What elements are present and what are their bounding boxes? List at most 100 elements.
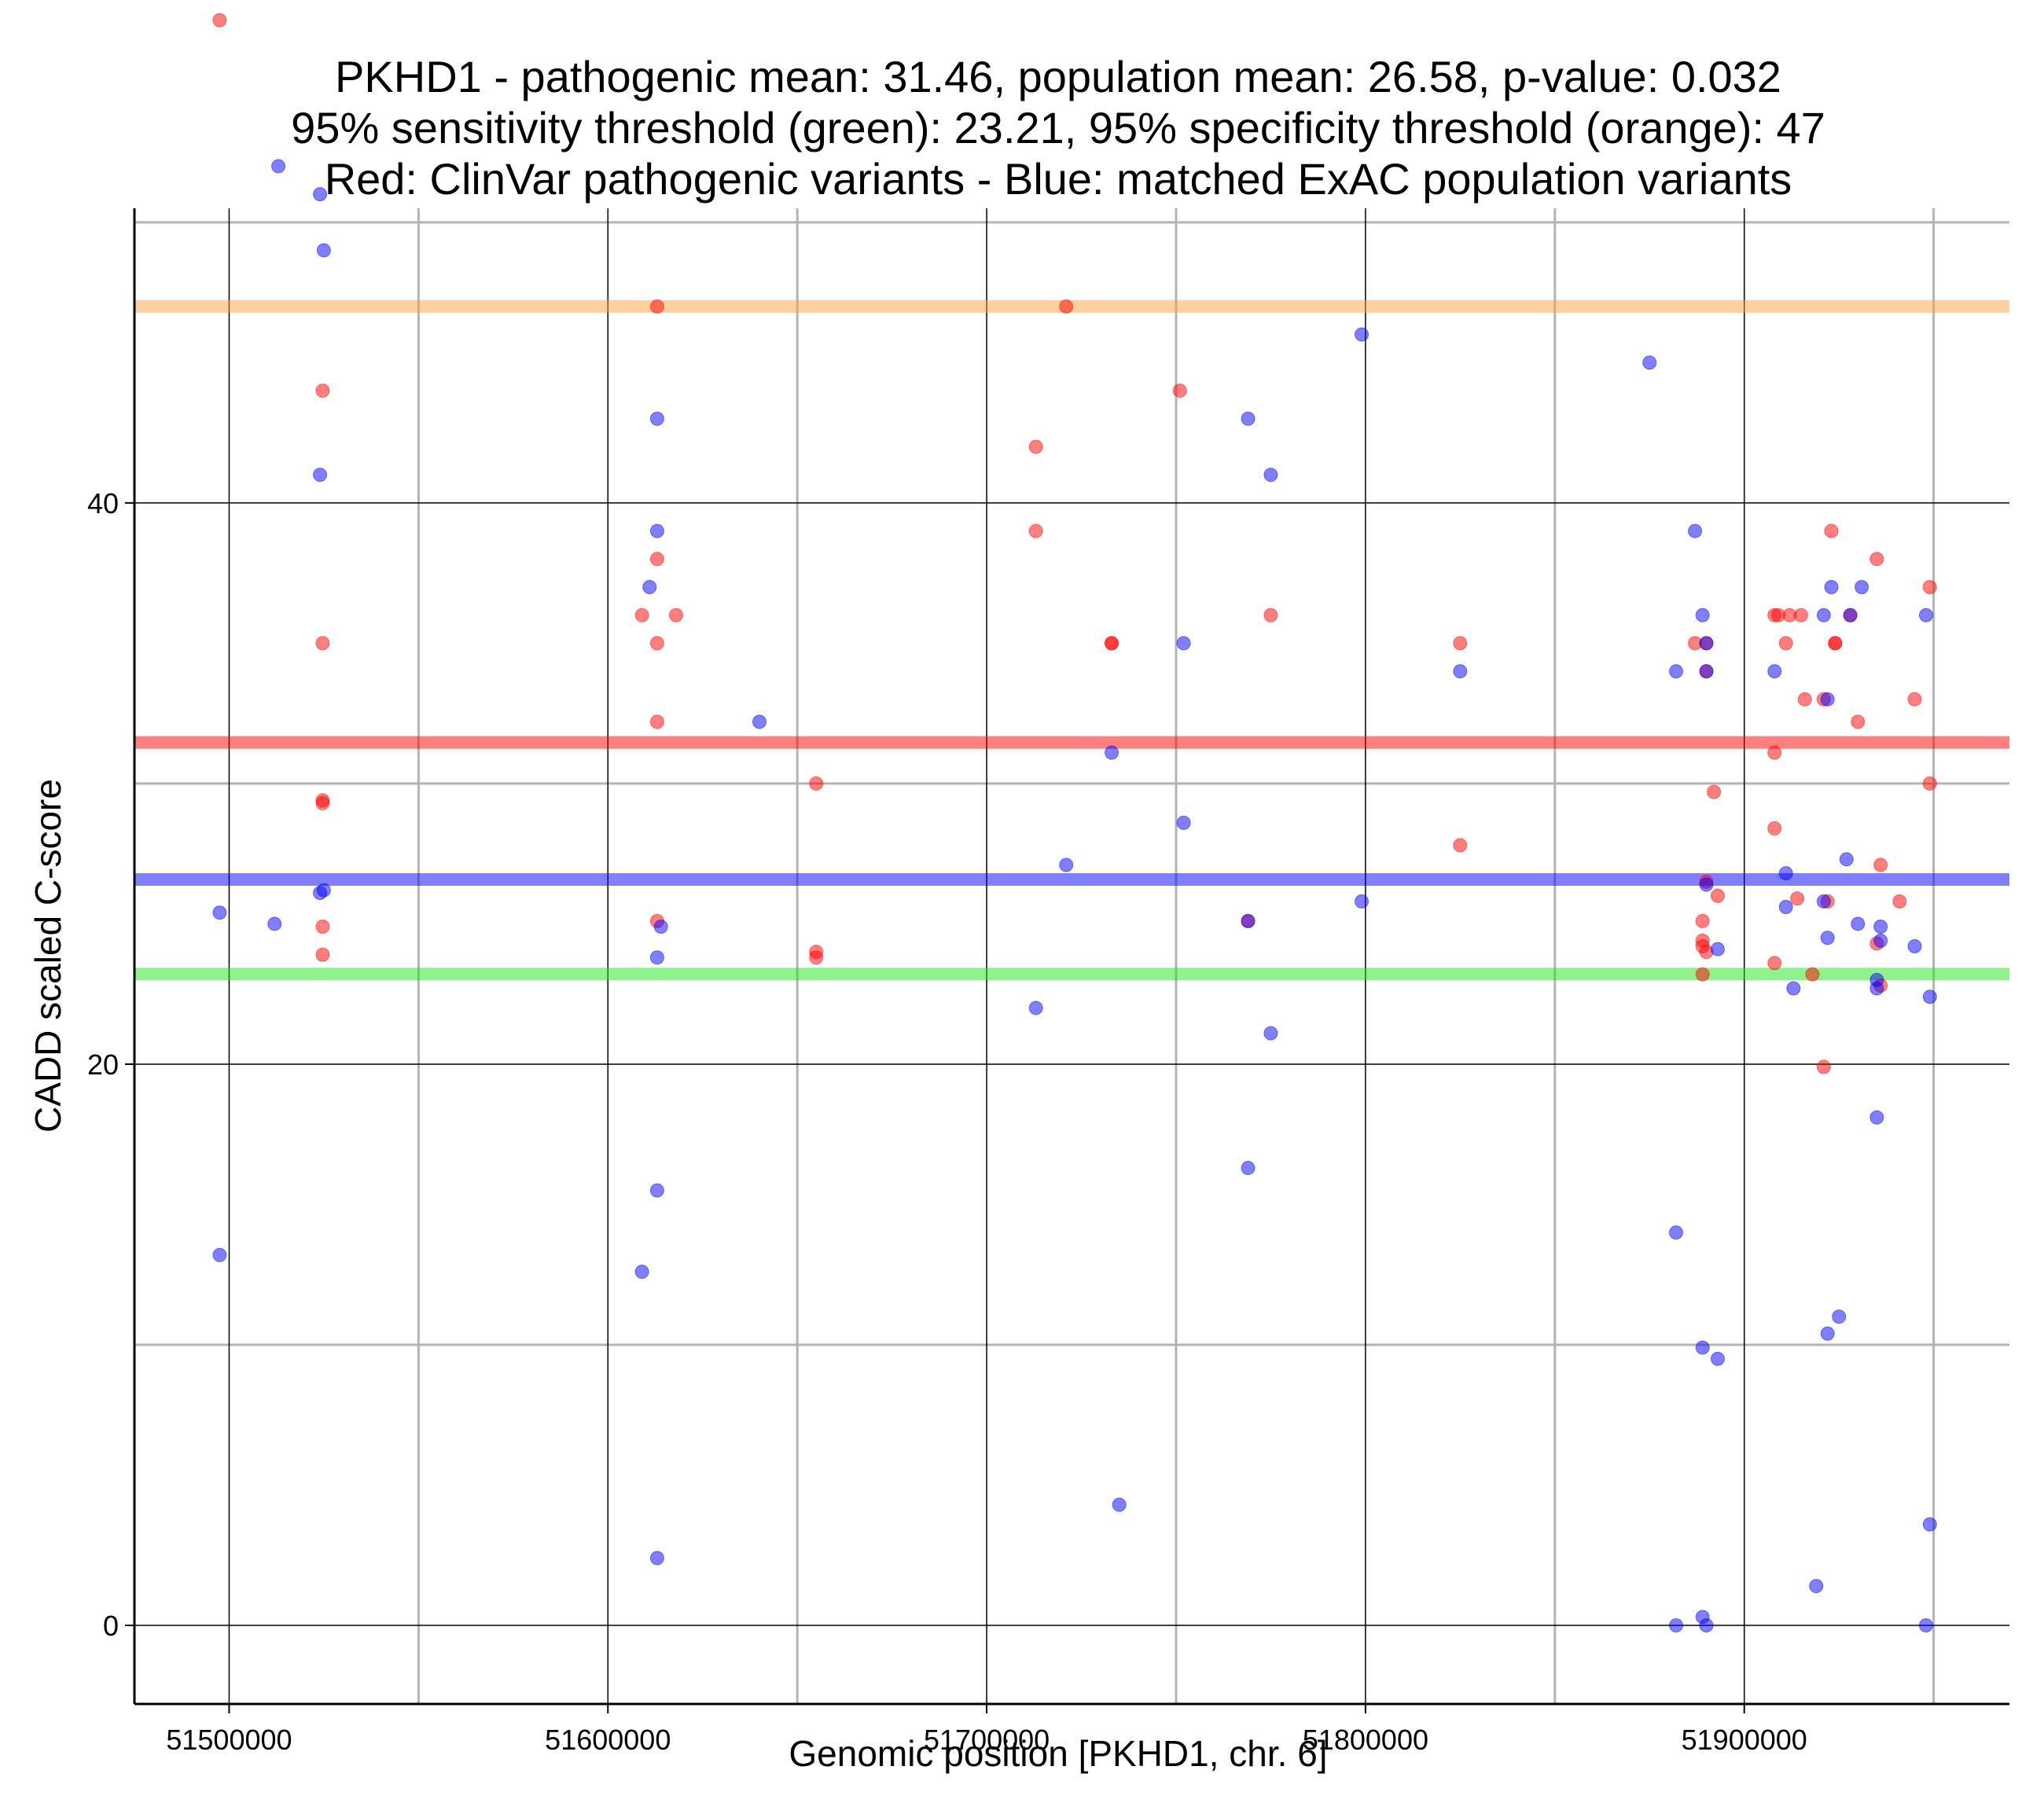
population-point-65 bbox=[1820, 1326, 1835, 1341]
pathogenic-point-58 bbox=[1873, 857, 1888, 872]
pathogenic-point-50 bbox=[1824, 523, 1839, 538]
grid-major bbox=[134, 208, 2009, 1704]
population-point-40 bbox=[1669, 1225, 1683, 1240]
population-point-14 bbox=[649, 1183, 664, 1198]
pathogenic-point-2 bbox=[315, 636, 330, 651]
population-point-46 bbox=[1767, 664, 1782, 679]
x-tick-label-2: 51700000 bbox=[924, 1724, 1050, 1756]
population-point-54 bbox=[1820, 931, 1835, 946]
pathogenic-point-46 bbox=[1767, 956, 1782, 971]
population-point-47 bbox=[1778, 866, 1793, 881]
population-point-16 bbox=[649, 1551, 664, 1566]
pathogenic-point-41 bbox=[1794, 608, 1808, 622]
title-line-3: Red: ClinVar pathogenic variants - Blue:… bbox=[325, 154, 1792, 204]
population-point-12 bbox=[653, 920, 668, 935]
pathogenic-point-45 bbox=[1790, 891, 1805, 906]
population-point-36 bbox=[1699, 636, 1714, 651]
pathogenic-point-48 bbox=[1797, 692, 1812, 707]
population-point-55 bbox=[1824, 579, 1839, 594]
population-point-34 bbox=[1688, 523, 1703, 538]
population-point-24 bbox=[1241, 411, 1255, 426]
population-point-37 bbox=[1699, 664, 1714, 679]
population-point-42 bbox=[1711, 1351, 1725, 1366]
population-point-3 bbox=[313, 468, 328, 483]
pathogenic-point-16 bbox=[809, 950, 824, 965]
population-point-63 bbox=[1873, 933, 1888, 948]
population-points bbox=[212, 159, 1937, 1633]
population-point-61 bbox=[1869, 981, 1884, 996]
pathogenic-point-0 bbox=[212, 13, 227, 28]
population-point-9 bbox=[649, 411, 664, 426]
reference-lines bbox=[134, 299, 2009, 981]
population-point-53 bbox=[1816, 894, 1831, 909]
x-tick-label-3: 51800000 bbox=[1303, 1724, 1428, 1756]
population-point-44 bbox=[1669, 1618, 1683, 1633]
population-point-49 bbox=[1786, 981, 1801, 996]
pathogenic-point-30 bbox=[1707, 784, 1722, 799]
pathogenic-point-5 bbox=[315, 920, 330, 935]
pathogenic-point-25 bbox=[1453, 636, 1468, 651]
y-tick-label-1: 20 bbox=[87, 1048, 119, 1081]
pathogenic-point-54 bbox=[1851, 714, 1866, 729]
pathogenic-point-9 bbox=[634, 608, 649, 622]
population-point-32 bbox=[1642, 355, 1657, 370]
population-point-52 bbox=[1820, 692, 1835, 707]
pathogenic-point-8 bbox=[649, 552, 664, 567]
population-point-70 bbox=[1922, 1517, 1937, 1532]
population-point-17 bbox=[752, 714, 766, 729]
population-point-59 bbox=[1851, 916, 1866, 931]
pathogenic-point-12 bbox=[649, 714, 664, 729]
population-point-35 bbox=[1695, 608, 1710, 622]
population-point-69 bbox=[1922, 990, 1937, 1004]
data-points bbox=[212, 13, 1937, 1633]
pathogenic-point-57 bbox=[1869, 552, 1884, 567]
population-point-28 bbox=[1241, 1161, 1255, 1176]
pathogenic-point-62 bbox=[1907, 692, 1922, 707]
pathogenic-point-1 bbox=[315, 384, 330, 398]
pathogenic-point-59 bbox=[1892, 894, 1907, 909]
pathogenic-point-17 bbox=[1028, 439, 1043, 454]
population-point-48 bbox=[1778, 900, 1793, 915]
population-point-67 bbox=[1907, 939, 1922, 954]
population-point-30 bbox=[1355, 894, 1369, 909]
population-point-68 bbox=[1919, 608, 1933, 622]
title-line-1: PKHD1 - pathogenic mean: 31.46, populati… bbox=[335, 52, 1781, 101]
population-point-7 bbox=[267, 916, 282, 931]
pathogenic-point-31 bbox=[1695, 913, 1710, 928]
pathogenic-point-22 bbox=[1172, 384, 1187, 398]
x-axis-title: Genomic position [PKHD1, chr. 6] bbox=[789, 1733, 1327, 1774]
chart-title: PKHD1 - pathogenic mean: 31.46, populati… bbox=[291, 52, 1825, 204]
pathogenic-point-42 bbox=[1778, 636, 1793, 651]
pathogenic-point-26 bbox=[1453, 838, 1468, 853]
pathogenic-point-63 bbox=[1922, 579, 1937, 594]
pathogenic-point-7 bbox=[649, 299, 664, 314]
pathogenic-point-24 bbox=[1263, 608, 1278, 622]
population-point-22 bbox=[1176, 636, 1191, 651]
population-point-21 bbox=[1112, 1497, 1127, 1512]
population-point-2 bbox=[316, 243, 331, 258]
pathogenic-point-10 bbox=[669, 608, 683, 622]
pathogenic-point-14 bbox=[809, 776, 824, 791]
pathogenic-point-11 bbox=[649, 636, 664, 651]
population-point-51 bbox=[1816, 608, 1831, 622]
population-point-64 bbox=[1869, 1110, 1884, 1125]
pathogenic-point-21 bbox=[1105, 636, 1119, 651]
pathogenic-point-43 bbox=[1767, 745, 1782, 760]
pathogenic-point-6 bbox=[315, 947, 330, 962]
population-point-10 bbox=[649, 523, 664, 538]
y-tick-label-0: 0 bbox=[103, 1610, 119, 1642]
axes bbox=[133, 208, 2009, 1706]
population-point-27 bbox=[1263, 1026, 1278, 1041]
pathogenic-point-47 bbox=[1805, 967, 1820, 982]
population-point-8 bbox=[212, 1247, 227, 1262]
population-point-29 bbox=[1355, 327, 1369, 342]
pathogenic-point-4 bbox=[315, 795, 330, 810]
y-axis-ticks: 0 20 40 bbox=[87, 487, 134, 1642]
population-point-0 bbox=[271, 159, 286, 174]
population-point-66 bbox=[1832, 1309, 1847, 1324]
population-point-50 bbox=[1809, 1579, 1824, 1594]
pathogenic-point-56 bbox=[1816, 1059, 1831, 1074]
population-point-71 bbox=[1919, 1618, 1933, 1633]
pathogenic-point-18 bbox=[1028, 523, 1043, 538]
y-tick-label-2: 40 bbox=[87, 487, 119, 520]
